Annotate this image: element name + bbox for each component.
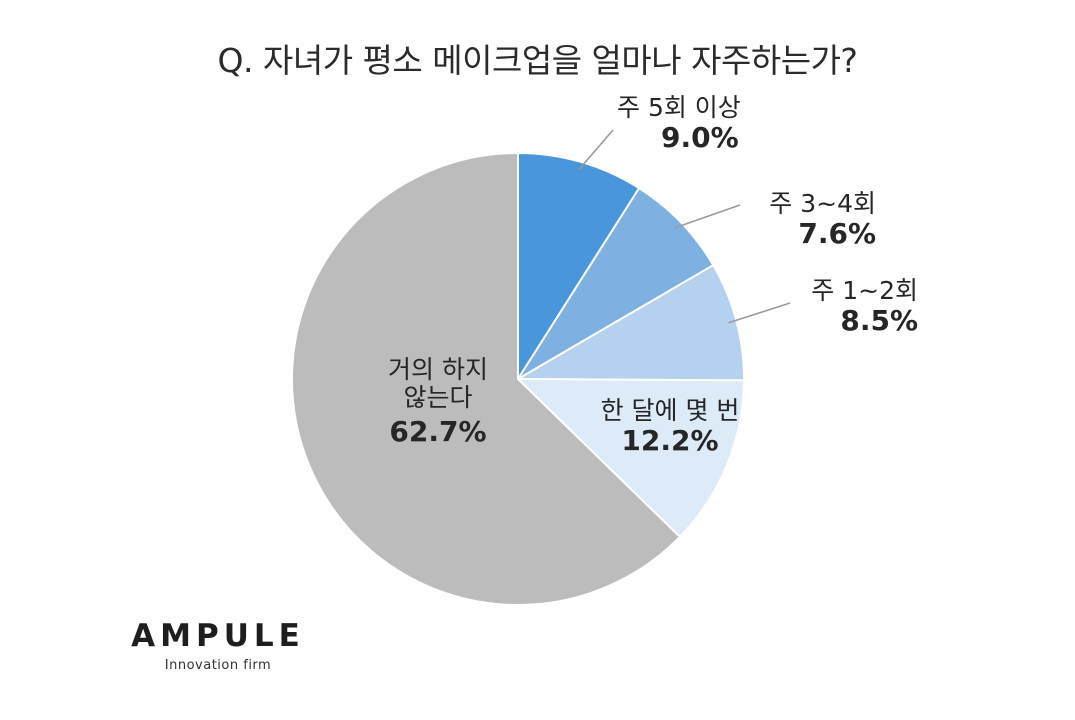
leader-line-1to2-weekly	[728, 302, 791, 324]
slice-label-line-1: 거의 하지	[388, 355, 488, 384]
slice-few-monthly	[515, 377, 746, 539]
slice-value: 62.7%	[389, 415, 487, 448]
label-1to2-weekly: 주 1~2회 8.5%	[786, 276, 918, 337]
slice-label: 한 달에 몇 번	[600, 396, 740, 425]
slice-label-line-2: 않는다	[403, 383, 473, 412]
label-rarely: 거의 하지 않는다 62.7%	[338, 355, 538, 448]
slice-label: 주 3~4회	[769, 189, 876, 218]
slice-label: 주 1~2회	[811, 276, 918, 305]
slice-3to4-weekly	[517, 186, 715, 380]
chart-title: Q. 자녀가 평소 메이크업을 얼마나 자주하는가?	[217, 41, 858, 80]
slice-value: 9.0%	[661, 121, 739, 154]
leader-line-3to4-weekly	[674, 204, 741, 229]
slice-value: 7.6%	[798, 217, 876, 250]
label-3to4-weekly: 주 3~4회 7.6%	[744, 189, 876, 250]
slice-rarely	[291, 151, 682, 606]
brand-tagline: Innovation firm	[164, 658, 272, 673]
label-few-monthly: 한 달에 몇 번 12.2%	[560, 396, 780, 457]
leader-line-5plus-weekly	[578, 129, 614, 171]
slice-5plus-weekly	[517, 151, 641, 383]
slice-label: 주 5회 이상	[617, 93, 741, 122]
slice-value: 8.5%	[840, 304, 918, 337]
slice-value: 12.2%	[621, 424, 719, 457]
label-5plus-weekly: 주 5회 이상 9.0%	[617, 93, 741, 154]
brand-logo: AMPULE Innovation firm	[118, 618, 318, 673]
brand-name: AMPULE	[131, 618, 305, 654]
